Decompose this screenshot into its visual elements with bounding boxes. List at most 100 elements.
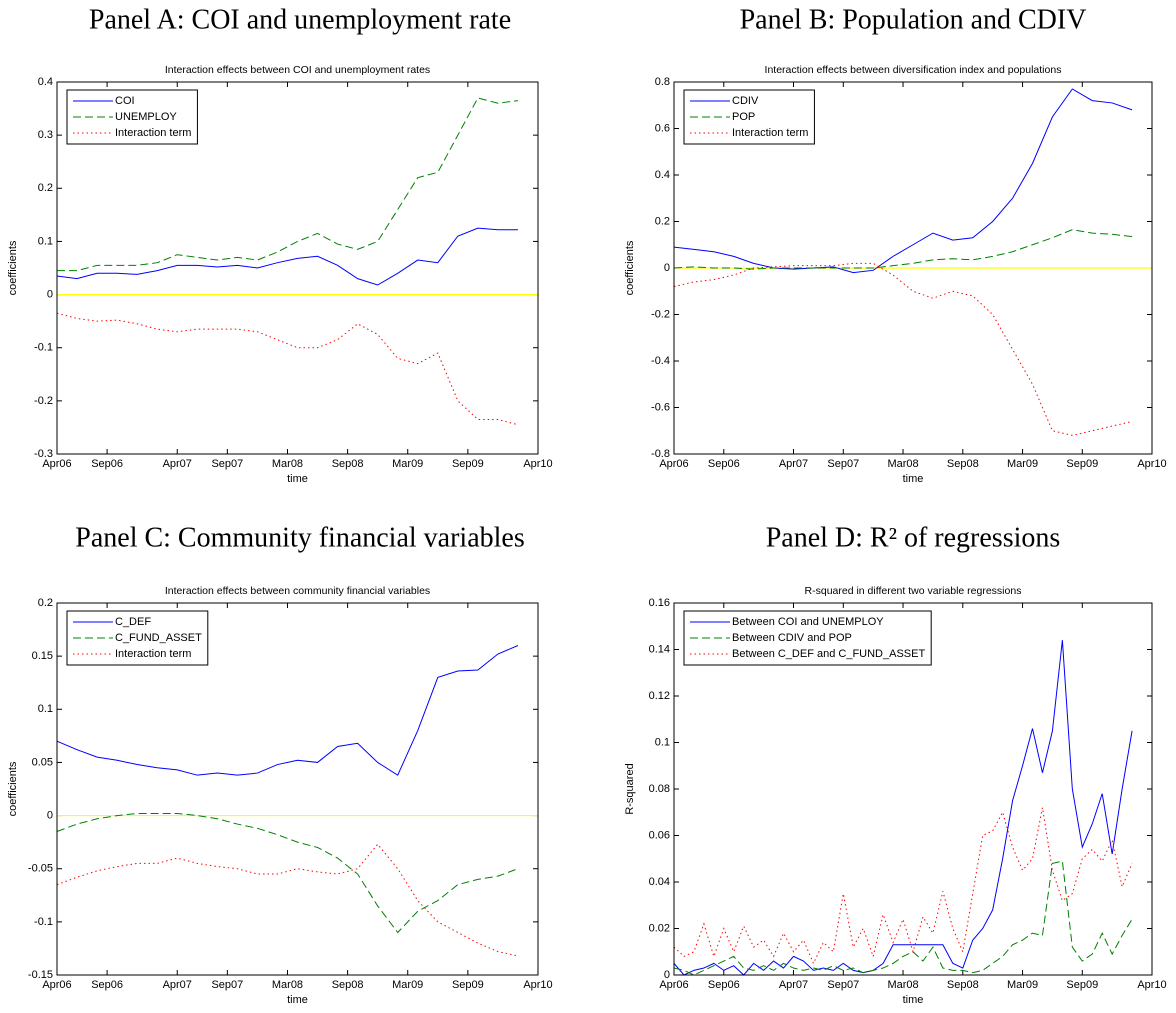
panel-heading: Panel D: R² of regressions xyxy=(766,522,1061,553)
x-tick-label: Apr10 xyxy=(523,979,552,991)
y-tick-label: -0.6 xyxy=(651,401,670,413)
legend-label: C_DEF xyxy=(115,616,151,628)
series-line xyxy=(56,812,519,934)
series-line xyxy=(673,88,1133,274)
series-line xyxy=(56,843,519,957)
y-axis-label: coefficients xyxy=(7,240,19,295)
y-tick-label: 0.14 xyxy=(649,643,670,655)
panel-heading: Panel B: Population and CDIV xyxy=(740,4,1087,35)
legend-label: Between C_DEF and C_FUND_ASSET xyxy=(732,648,925,660)
series-line xyxy=(57,97,519,272)
y-tick-label: 0.1 xyxy=(38,703,53,715)
y-tick-label: 0.06 xyxy=(649,829,670,841)
x-tick-label: Apr10 xyxy=(1137,979,1166,991)
x-tick-label: Mar09 xyxy=(1007,458,1038,470)
x-tick-label: Sep08 xyxy=(332,979,364,991)
x-tick-label: Sep09 xyxy=(1066,458,1098,470)
legend-label: POP xyxy=(732,111,755,123)
x-axis-label: time xyxy=(287,473,308,485)
axes-frame xyxy=(56,602,539,976)
y-tick-label: 0.04 xyxy=(649,876,670,888)
x-tick-label: Sep08 xyxy=(947,458,979,470)
x-tick-label: Apr07 xyxy=(163,458,192,470)
chart-title: Interaction effects between COI and unem… xyxy=(165,64,430,76)
y-tick-label: 0 xyxy=(47,809,53,821)
series-line xyxy=(673,229,1133,270)
x-tick-label: Mar08 xyxy=(272,979,303,991)
y-tick-label: 0.2 xyxy=(655,215,670,227)
x-tick-label: Apr07 xyxy=(779,979,808,991)
y-tick-label: -0.1 xyxy=(34,342,53,354)
legend: C_DEF C_FUND_ASSET Interaction term xyxy=(66,610,209,666)
y-tick-label: 0.05 xyxy=(32,756,53,768)
legend-label: Between COI and UNEMPLOY xyxy=(732,616,884,628)
x-tick-label: Mar09 xyxy=(392,979,423,991)
y-tick-label: 0.2 xyxy=(38,182,53,194)
legend: COI UNEMPLOY Interaction term xyxy=(66,89,198,145)
x-tick-label: Sep07 xyxy=(211,458,243,470)
y-tick-label: 0.08 xyxy=(649,783,670,795)
panel: Panel A: COI and unemployment rate Intera… xyxy=(7,4,553,484)
y-tick-label: 0.3 xyxy=(38,129,53,141)
y-tick-label: 0.6 xyxy=(655,122,670,134)
y-axis-label: R-squared xyxy=(624,763,636,814)
y-tick-label: 0.16 xyxy=(649,597,670,609)
x-tick-label: Sep08 xyxy=(947,979,979,991)
chart-title: Interaction effects between diversificat… xyxy=(765,64,1062,76)
x-tick-label: Mar08 xyxy=(272,458,303,470)
panel-heading: Panel A: COI and unemployment rate xyxy=(89,4,511,35)
x-tick-label: Sep06 xyxy=(91,979,123,991)
x-tick-label: Apr10 xyxy=(1137,458,1166,470)
legend: CDIV POP Interaction term xyxy=(683,89,815,145)
x-tick-label: Apr07 xyxy=(779,458,808,470)
chart-title: Interaction effects between community fi… xyxy=(165,585,430,597)
axes-frame xyxy=(56,81,539,455)
x-tick-label: Sep08 xyxy=(332,458,364,470)
y-tick-label: 0.12 xyxy=(649,690,670,702)
panel: Panel D: R² of regressions R-squared in d… xyxy=(624,522,1167,1005)
x-tick-label: Apr06 xyxy=(42,458,71,470)
series-line xyxy=(56,227,518,286)
y-tick-label: 0.1 xyxy=(38,235,53,247)
y-tick-label: 0 xyxy=(664,969,670,981)
x-tick-label: Sep09 xyxy=(452,458,484,470)
x-tick-label: Apr06 xyxy=(659,979,688,991)
y-tick-label: 0.8 xyxy=(655,76,670,88)
y-tick-label: -0.3 xyxy=(34,448,53,460)
x-tick-label: Sep06 xyxy=(91,458,123,470)
panel: Panel C: Community financial variables In… xyxy=(7,522,553,1005)
x-tick-label: Sep07 xyxy=(827,458,859,470)
y-tick-label: 0.02 xyxy=(649,922,670,934)
legend-label: C_FUND_ASSET xyxy=(115,632,202,644)
x-tick-label: Apr07 xyxy=(163,979,192,991)
x-tick-label: Mar08 xyxy=(887,979,918,991)
legend-label: Interaction term xyxy=(115,127,191,139)
y-tick-label: -0.8 xyxy=(651,448,670,460)
y-tick-label: 0.4 xyxy=(38,76,53,88)
y-tick-label: 0.2 xyxy=(38,597,53,609)
series-line xyxy=(673,860,1133,976)
series-line xyxy=(56,645,519,776)
y-axis-label: coefficients xyxy=(7,761,19,816)
legend-label: UNEMPLOY xyxy=(115,111,177,123)
legend-box xyxy=(683,610,932,666)
x-axis-label: time xyxy=(903,473,924,485)
y-tick-label: 0 xyxy=(664,262,670,274)
legend-label: COI xyxy=(115,95,135,107)
x-tick-label: Sep07 xyxy=(827,979,859,991)
x-tick-label: Apr06 xyxy=(659,458,688,470)
axes-frame xyxy=(673,81,1153,455)
axes-frame xyxy=(673,602,1153,976)
panel: Panel B: Population and CDIV Interaction … xyxy=(624,4,1167,484)
y-tick-label: 0.15 xyxy=(32,650,53,662)
legend-label: Interaction term xyxy=(115,648,191,660)
y-tick-label: -0.2 xyxy=(651,308,670,320)
chart-title: R-squared in different two variable regr… xyxy=(805,585,1022,597)
x-axis-label: time xyxy=(287,994,308,1006)
x-tick-label: Sep06 xyxy=(708,979,740,991)
x-tick-label: Apr10 xyxy=(523,458,552,470)
legend: Between COI and UNEMPLOY Between CDIV and… xyxy=(683,610,932,666)
y-tick-label: -0.15 xyxy=(28,969,53,981)
